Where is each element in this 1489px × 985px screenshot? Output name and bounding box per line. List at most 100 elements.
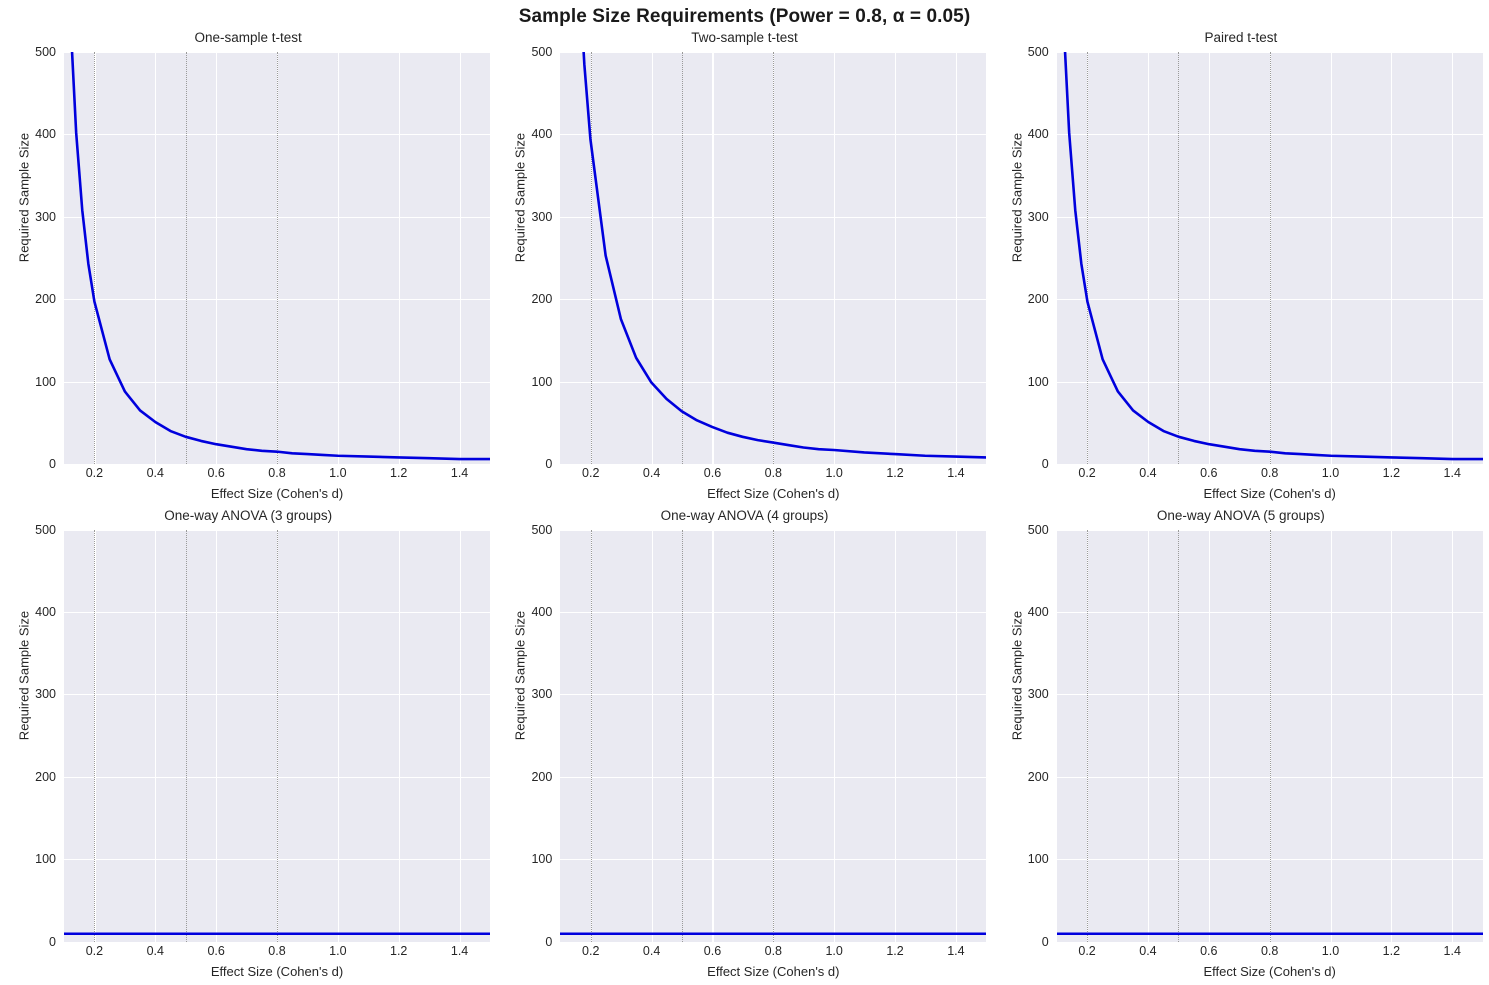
y-tick-label: 300	[1027, 687, 1049, 702]
vertical-gridline	[459, 52, 461, 464]
vertical-gridline	[1330, 529, 1332, 942]
plot-area	[560, 52, 987, 464]
subplot-3: Paired t-test 0 100 200 300 400 500 Required Sa…	[993, 30, 1489, 508]
sample-size-curve	[70, 52, 490, 461]
x-tick-label: 0.6	[207, 466, 225, 480]
y-axis-ticks: 0 100 200 300 400 500	[993, 523, 1049, 949]
vertical-gridline	[895, 52, 897, 464]
y-tick-label: 0	[49, 457, 56, 471]
y-tick-label: 100	[1027, 852, 1049, 867]
effect-size-reference-line	[185, 52, 187, 464]
y-axis-ticks: 0 100 200 300 400 500	[496, 45, 553, 471]
x-axis-ticks: 0.2 0.4 0.6 0.8 1.0 1.2 1.4	[560, 466, 986, 486]
x-tick-label: 1.4	[1443, 943, 1461, 958]
y-axis-ticks: 0 100 200 300 400 500	[993, 45, 1049, 471]
y-tick-label: 500	[531, 522, 553, 537]
subplot-title: One-way ANOVA (5 groups)	[1156, 507, 1325, 523]
subplot-title: Two-sample t-test	[691, 30, 798, 45]
vertical-gridline	[1330, 52, 1332, 464]
x-axis-label: Effect Size (Cohen's d)	[1203, 963, 1336, 979]
x-tick-label: 0.4	[1139, 943, 1157, 958]
x-axis-ticks: 0.2 0.4 0.6 0.8 1.0 1.2 1.4	[64, 466, 490, 486]
y-tick-label: 400	[1027, 604, 1049, 619]
x-tick-label: 1.0	[825, 943, 843, 958]
y-tick-label: 300	[35, 209, 56, 224]
y-tick-label: 200	[35, 769, 56, 784]
y-tick-label: 0	[49, 934, 56, 949]
y-tick-label: 400	[35, 604, 56, 619]
x-tick-label: 0.4	[1139, 466, 1157, 480]
effect-size-reference-line	[682, 52, 684, 464]
y-tick-label: 500	[1027, 45, 1049, 59]
vertical-gridline	[155, 52, 157, 464]
y-tick-label: 300	[531, 209, 553, 224]
x-axis-ticks: 0.2 0.4 0.6 0.8 1.0 1.2 1.4	[1057, 466, 1483, 486]
vertical-gridline	[955, 52, 957, 464]
vertical-gridline	[651, 529, 653, 942]
y-tick-label: 100	[35, 374, 56, 389]
effect-size-reference-line	[1087, 52, 1089, 464]
y-tick-label: 100	[531, 852, 553, 867]
vertical-gridline	[1452, 52, 1454, 464]
y-tick-label: 200	[1027, 292, 1049, 307]
x-tick-label: 0.8	[764, 466, 783, 480]
y-tick-label: 200	[531, 292, 553, 307]
y-tick-label: 300	[35, 687, 56, 702]
x-axis-label: Effect Size (Cohen's d)	[210, 963, 344, 979]
sample-size-curve	[64, 931, 490, 935]
x-axis-label: Effect Size (Cohen's d)	[707, 963, 840, 979]
x-tick-label: 0.2	[85, 943, 104, 958]
figure-title: Sample Size Requirements (Power = 0.8, α…	[518, 6, 971, 27]
x-tick-label: 1.0	[1321, 466, 1340, 480]
vertical-gridline	[1391, 52, 1393, 464]
y-axis-label: Required Sample Size	[16, 132, 32, 263]
effect-size-reference-line	[1178, 529, 1180, 942]
subplot-title: One-way ANOVA (3 groups)	[164, 507, 333, 523]
subplot-6: One-way ANOVA (5 groups) 0 100 200 300 400 500…	[993, 508, 1489, 985]
x-tick-label: 1.2	[390, 943, 408, 958]
x-axis-label: Effect Size (Cohen's d)	[707, 486, 840, 501]
x-tick-label: 0.8	[1260, 466, 1279, 480]
y-tick-label: 100	[35, 852, 56, 867]
x-tick-label: 0.2	[85, 466, 104, 480]
effect-size-reference-line	[773, 529, 775, 942]
x-tick-label: 0.2	[1078, 466, 1096, 480]
y-axis-label: Required Sample Size	[1009, 132, 1025, 263]
subplot-title: One-sample t-test	[194, 30, 302, 45]
x-tick-label: 0.8	[268, 943, 286, 958]
x-tick-label: 0.8	[1260, 943, 1279, 958]
y-axis-label: Required Sample Size	[16, 610, 32, 740]
vertical-gridline	[1452, 529, 1454, 942]
y-axis-label: Required Sample Size	[512, 132, 528, 263]
vertical-gridline	[1391, 529, 1393, 942]
x-tick-label: 1.4	[947, 943, 965, 958]
x-tick-label: 1.2	[1382, 943, 1401, 958]
x-tick-label: 0.4	[146, 943, 164, 958]
vertical-gridline	[216, 52, 218, 464]
y-tick-label: 400	[1027, 127, 1049, 142]
y-axis-ticks: 0 100 200 300 400 500	[0, 45, 56, 471]
y-tick-label: 200	[35, 292, 56, 307]
subplot-5: One-way ANOVA (4 groups) 0 100 200 300 400 500…	[496, 508, 992, 985]
x-tick-label: 1.0	[329, 466, 347, 480]
vertical-gridline	[216, 529, 218, 942]
x-axis-label: Effect Size (Cohen's d)	[210, 486, 344, 501]
effect-size-reference-line	[277, 52, 278, 464]
subplot-title: One-way ANOVA (4 groups)	[660, 507, 829, 523]
vertical-gridline	[895, 529, 897, 942]
x-tick-label: 0.6	[703, 466, 722, 480]
x-tick-label: 1.4	[450, 943, 469, 958]
plot-area	[1056, 52, 1483, 464]
effect-size-reference-line	[1087, 529, 1089, 942]
effect-size-reference-line	[1269, 52, 1271, 464]
x-tick-label: 0.8	[764, 943, 783, 958]
sample-size-curve	[560, 931, 987, 935]
effect-size-reference-line	[682, 529, 684, 942]
x-tick-label: 0.2	[582, 466, 600, 480]
vertical-gridline	[1147, 529, 1150, 942]
plot-area	[64, 529, 490, 942]
x-tick-label: 1.2	[886, 943, 904, 958]
y-tick-label: 500	[531, 45, 553, 59]
x-tick-label: 1.2	[1382, 466, 1401, 480]
